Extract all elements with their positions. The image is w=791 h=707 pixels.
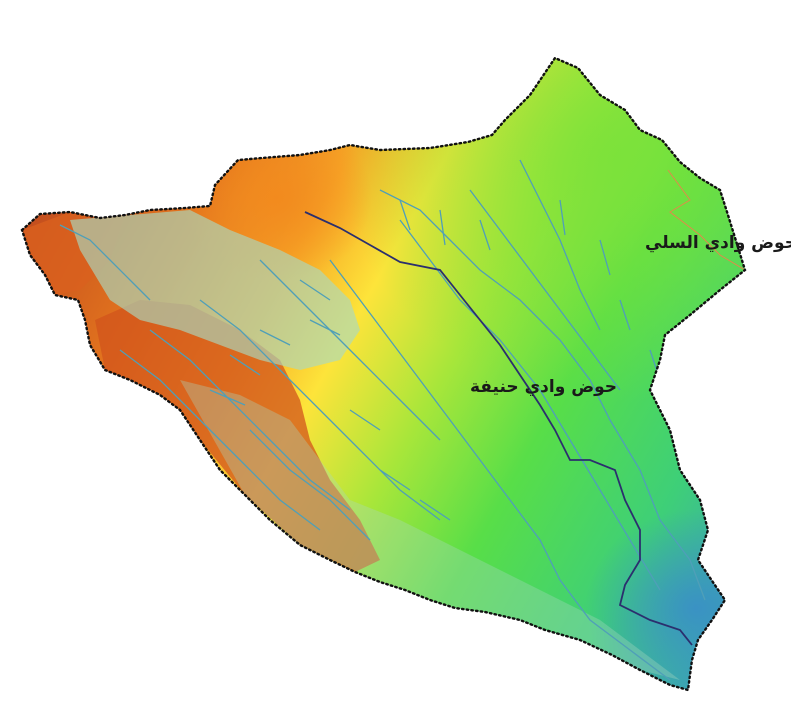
basin-label-hanifa: حوض وادي حنيفة bbox=[470, 377, 617, 397]
escarpment-zone bbox=[95, 300, 380, 572]
basin-label-sulay: حوض وادي السلي bbox=[645, 233, 791, 253]
basin-divide-line bbox=[304, 211, 693, 646]
drainage-network bbox=[59, 159, 706, 681]
urban-area bbox=[70, 210, 360, 370]
